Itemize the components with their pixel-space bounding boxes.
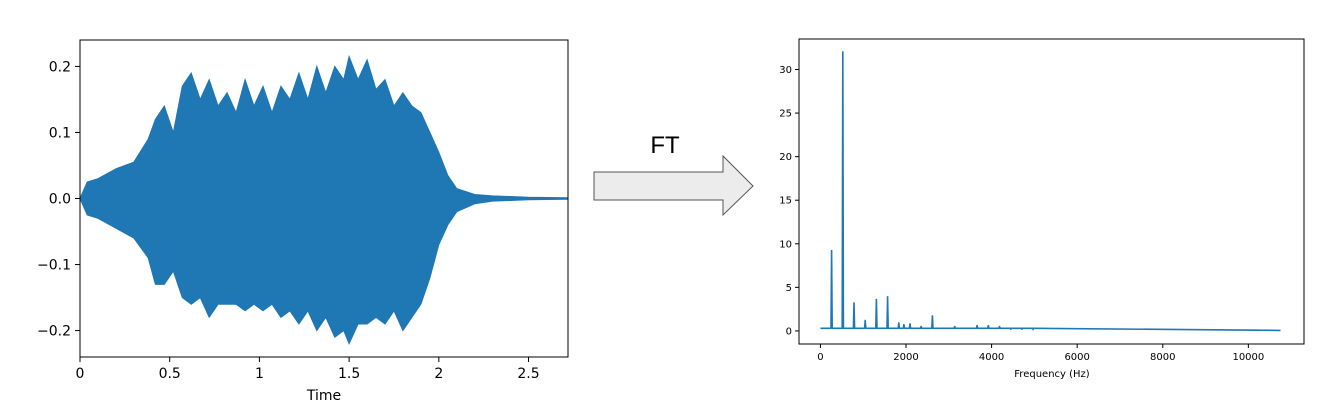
waveform-plot-area <box>79 54 569 346</box>
y-tick-label: 25 <box>779 109 792 120</box>
spectrum-peak <box>998 325 1001 328</box>
y-tick-label: 0.0 <box>49 192 71 208</box>
spectrum-peak <box>864 319 866 322</box>
y-tick-label: 0.2 <box>49 59 71 75</box>
spectrum-peak <box>853 302 855 304</box>
waveform-chart: 0 0.5 1 1.5 2 2.5 0.2 0.1 0.0 −0.1 −0.2 Time <box>37 39 569 404</box>
waveform-envelope <box>79 54 569 346</box>
spectrum-peak <box>1009 328 1012 331</box>
x-tick-label: 1 <box>255 366 264 382</box>
x-tick-label: 2.5 <box>517 366 539 382</box>
y-tick-label: −0.2 <box>37 324 71 340</box>
x-tick-label: 2000 <box>893 352 918 363</box>
waveform-y-ticks: 0.2 0.1 0.0 −0.1 −0.2 <box>37 59 80 340</box>
spectrum-peak <box>886 296 889 298</box>
y-tick-label: 30 <box>779 65 792 76</box>
x-tick-label: 0 <box>817 352 823 363</box>
spectrum-peak <box>1021 328 1023 331</box>
x-tick-label: 1.5 <box>338 366 360 382</box>
y-tick-label: 15 <box>779 196 792 207</box>
spectrum-peak <box>987 324 990 327</box>
spectrum-peak <box>909 323 911 325</box>
spectrum-axes-frame <box>798 38 1305 345</box>
x-tick-label: 0 <box>76 366 85 382</box>
spectrum-peak <box>965 327 967 330</box>
x-tick-label: 2 <box>434 366 443 382</box>
spectrum-peak <box>953 325 956 328</box>
y-tick-label: 20 <box>779 152 792 163</box>
spectrum-peak <box>931 315 934 317</box>
y-tick-label: 10 <box>779 239 792 250</box>
spectrum-plot-area <box>820 51 1281 332</box>
y-tick-label: 5 <box>786 283 792 294</box>
y-tick-label: 0 <box>786 326 792 337</box>
spectrum-chart: 0 2000 4000 6000 8000 10000 0 5 10 15 20 25 30 Freq… <box>779 38 1305 380</box>
x-tick-label: 8000 <box>1150 352 1175 363</box>
ft-label: FT <box>650 132 680 159</box>
x-tick-label: 10000 <box>1232 352 1264 363</box>
y-tick-label: 0.1 <box>49 125 71 141</box>
x-tick-label: 0.5 <box>159 366 181 382</box>
spectrum-peak <box>1032 328 1034 331</box>
spectrum-line <box>820 51 1281 332</box>
spectrum-peak <box>830 250 833 252</box>
spectrum-peak <box>842 51 844 53</box>
x-tick-label: 6000 <box>1064 352 1089 363</box>
y-tick-label: −0.1 <box>37 258 71 274</box>
arrow-shape <box>593 154 754 217</box>
waveform-x-ticks: 0 0.5 1 1.5 2 2.5 <box>76 357 540 382</box>
spectrum-x-axis-label: Frequency (Hz) <box>1014 369 1090 380</box>
spectrum-x-ticks: 0 2000 4000 6000 8000 10000 <box>817 344 1264 363</box>
spectrum-peak <box>903 324 905 326</box>
spectrum-peak <box>920 325 922 328</box>
spectrum-peak <box>976 324 978 327</box>
spectrum-peak <box>875 298 878 301</box>
spectrum-peak <box>942 327 945 330</box>
ft-arrow: FT <box>593 132 754 217</box>
spectrum-y-ticks: 0 5 10 15 20 25 30 <box>779 65 799 337</box>
spectrum-peak <box>898 322 900 324</box>
waveform-x-axis-label: Time <box>306 388 341 404</box>
x-tick-label: 4000 <box>979 352 1004 363</box>
